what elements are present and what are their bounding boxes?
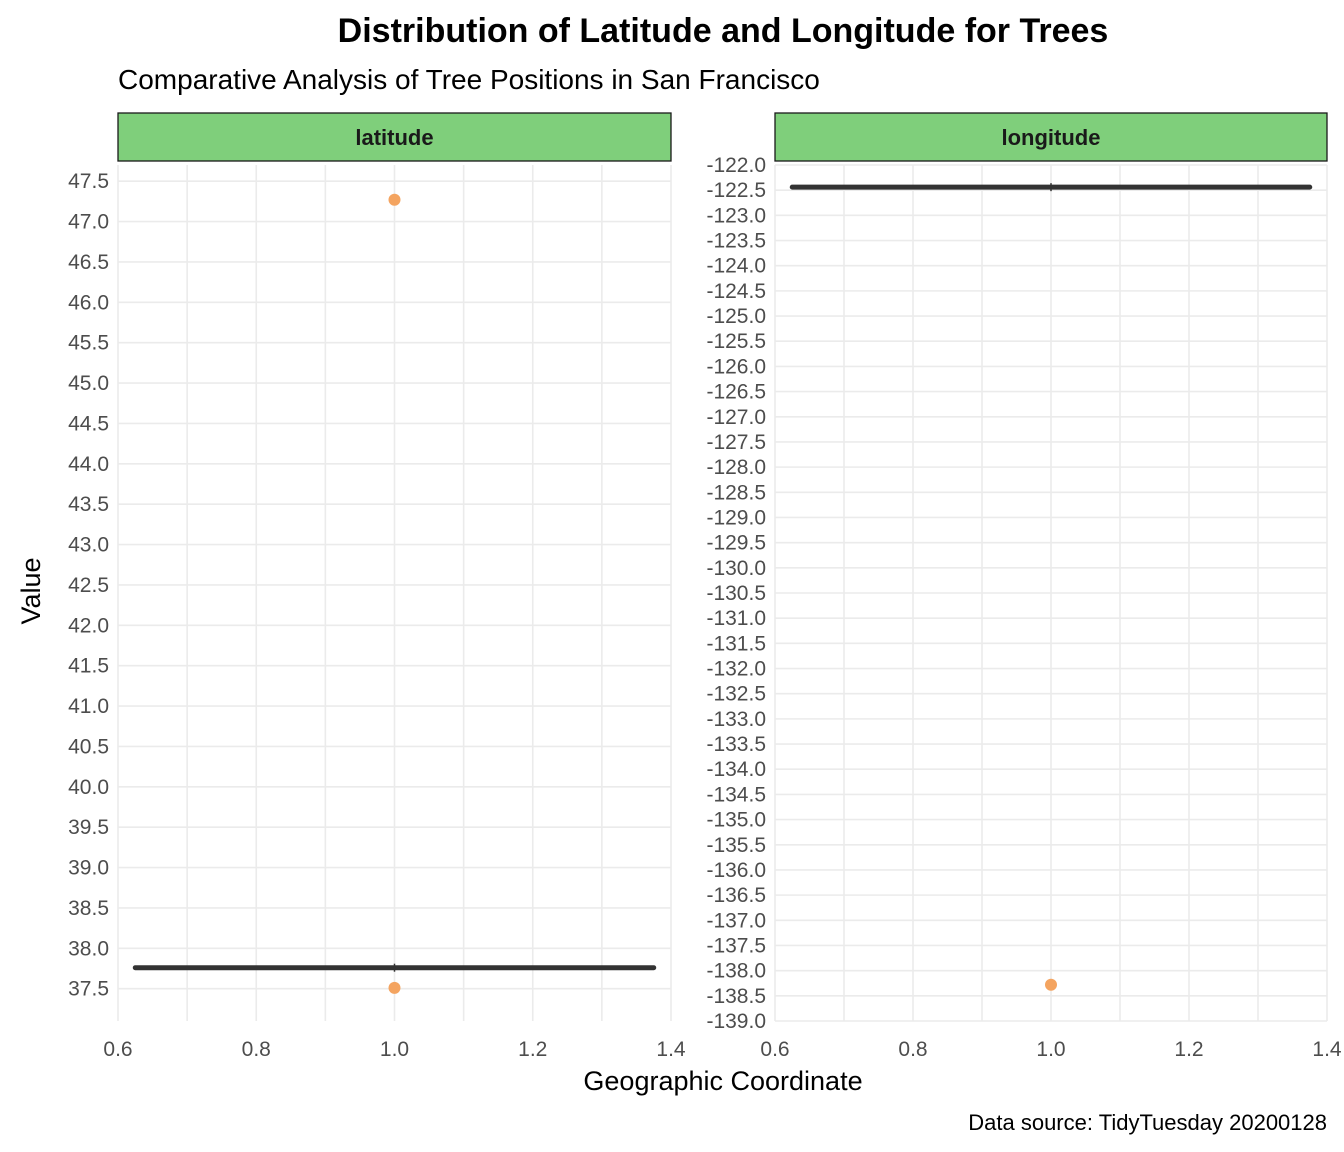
x-tick-label: 0.8 (898, 1038, 927, 1061)
y-tick-label: 39.0 (68, 857, 109, 880)
panel-longitude: longitude-122.0-122.5-123.0-123.5-124.0-… (706, 112, 1342, 1061)
panel-latitude: latitude 37.5 38.0 38.5 39.0 39.5 40.0 40.5 41.0… (68, 112, 686, 1061)
x-axis-title: Geographic Coordinate (583, 1066, 862, 1096)
y-tick-label: -129.5 (706, 532, 766, 555)
y-tick-label: -127.0 (706, 406, 766, 429)
y-tick-label: -134.0 (706, 758, 766, 781)
y-tick-label: -137.5 (706, 934, 766, 957)
y-tick-label: -129.0 (706, 506, 766, 529)
y-tick-label: -128.5 (706, 481, 766, 504)
y-tick-label: -125.5 (706, 330, 766, 353)
y-tick-label: 41.5 (68, 655, 109, 678)
y-tick-label: -123.5 (706, 230, 766, 253)
x-tick-label: 1.0 (380, 1038, 409, 1061)
y-tick-label: -123.0 (706, 204, 766, 227)
x-tick-label: 1.4 (1312, 1038, 1342, 1061)
x-tick-label: 1.2 (1174, 1038, 1203, 1061)
y-tick-label: 43.0 (68, 534, 109, 557)
y-tick-label: -132.0 (706, 658, 766, 681)
y-tick-label: -127.5 (706, 431, 766, 454)
y-tick-label: 44.5 (68, 412, 109, 435)
y-tick-label: 40.5 (68, 735, 109, 758)
x-tick-label: 0.6 (103, 1038, 132, 1061)
y-tick-label: 46.5 (68, 251, 109, 274)
y-tick-label: -139.0 (706, 1010, 766, 1033)
x-tick-label: 0.6 (760, 1038, 789, 1061)
y-tick-label: 45.5 (68, 332, 109, 355)
outlier-point (1045, 978, 1057, 991)
y-tick-label: -135.0 (706, 809, 766, 832)
x-tick-label: 1.4 (656, 1038, 686, 1061)
y-tick-label: -138.0 (706, 960, 766, 983)
strip-latitude (117, 112, 672, 162)
y-tick-label: 39.5 (68, 816, 109, 839)
x-tick-label: 1.2 (518, 1038, 547, 1061)
y-tick-label: -137.0 (706, 909, 766, 932)
y-tick-label: 42.0 (68, 614, 109, 637)
chart-title: Distribution of Latitude and Longitude f… (338, 12, 1109, 50)
chart-caption: Data source: TidyTuesday 20200128 (968, 1110, 1327, 1135)
x-tick-label: 0.8 (242, 1038, 271, 1061)
y-tick-label: -131.0 (706, 607, 766, 630)
y-tick-label: -138.5 (706, 985, 766, 1008)
y-tick-label: -126.5 (706, 381, 766, 404)
y-tick-label: -130.5 (706, 582, 766, 605)
y-tick-label: -134.5 (706, 783, 766, 806)
y-tick-label: -135.5 (706, 834, 766, 857)
y-tick-label: 38.5 (68, 897, 109, 920)
y-tick-label: -126.0 (706, 355, 766, 378)
strip-label-longitude: longitude (1002, 125, 1101, 150)
y-tick-label: 41.0 (68, 695, 109, 718)
y-tick-label: -133.5 (706, 733, 766, 756)
y-tick-label: -131.5 (706, 632, 766, 655)
y-tick-label: 47.5 (68, 170, 109, 193)
y-tick-label: 47.0 (68, 211, 109, 234)
y-tick-label: -132.5 (706, 683, 766, 706)
y-tick-label: -136.0 (706, 859, 766, 882)
outlier-point (388, 193, 401, 206)
y-tick-label: 37.5 (68, 978, 109, 1001)
y-tick-label: 46.0 (68, 291, 109, 314)
y-tick-label: 44.0 (68, 453, 109, 476)
y-tick-label: 40.0 (68, 776, 109, 799)
y-tick-label: -133.0 (706, 708, 766, 731)
y-tick-label: 45.0 (68, 372, 109, 395)
chart-subtitle: Comparative Analysis of Tree Positions i… (118, 64, 820, 95)
y-tick-label: 42.5 (68, 574, 109, 597)
y-tick-label: -124.0 (706, 255, 766, 278)
y-axis-title: Value (16, 557, 46, 624)
panels: latitude 37.5 38.0 38.5 39.0 39.5 40.0 40.5 41.0… (68, 112, 1342, 1061)
y-tick-label: -128.0 (706, 456, 766, 479)
x-tick-label: 1.0 (1036, 1038, 1065, 1061)
strip-longitude (774, 112, 1328, 162)
y-tick-label: -136.5 (706, 884, 766, 907)
y-tick-label: -122.0 (706, 154, 766, 177)
y-tick-label: -124.5 (706, 280, 766, 303)
y-tick-label: 43.5 (68, 493, 109, 516)
y-tick-label: 38.0 (68, 937, 109, 960)
y-tick-label: -125.0 (706, 305, 766, 328)
y-tick-label: -130.0 (706, 557, 766, 580)
strip-label-latitude: latitude (355, 125, 433, 150)
outlier-point (388, 981, 401, 994)
y-tick-label: -122.5 (706, 179, 766, 202)
